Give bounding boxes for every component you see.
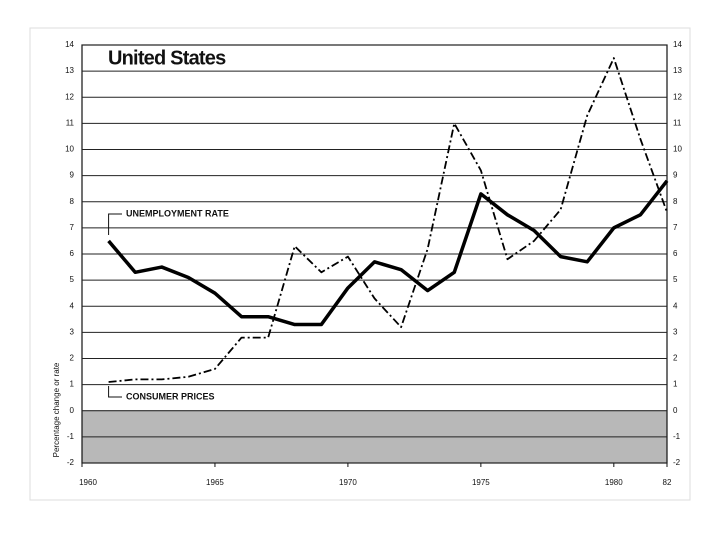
callout [108, 213, 122, 235]
x-tick-label: 1970 [339, 478, 357, 487]
y2-tick-label: 6 [673, 249, 678, 258]
y-tick-label: -2 [67, 458, 75, 467]
y2-tick-label: 11 [673, 118, 682, 127]
y-tick-label: 12 [65, 92, 74, 101]
y-tick-label: 10 [65, 145, 74, 154]
y-tick-label: 1 [70, 380, 75, 389]
legend-label: CONSUMER PRICES [126, 391, 215, 401]
y2-tick-label: 1 [673, 380, 678, 389]
y-tick-label: 11 [66, 118, 75, 127]
y-tick-label: 13 [65, 66, 74, 75]
series-line [107, 179, 669, 327]
x-tick-label: 1975 [472, 478, 490, 487]
y2-tick-label: -2 [673, 458, 681, 467]
legend-label: UNEMPLOYMENT RATE [126, 208, 229, 218]
chart-title: United States [108, 47, 226, 69]
y-tick-label: 14 [65, 40, 74, 49]
y-tick-label: 6 [70, 249, 75, 258]
y2-tick-label: 10 [673, 145, 682, 154]
y-tick-label: 0 [70, 406, 75, 415]
y2-tick-label: 2 [673, 354, 678, 363]
y2-tick-label: 12 [673, 92, 682, 101]
y2-tick-label: 0 [673, 406, 678, 415]
y2-tick-label: 7 [673, 223, 678, 232]
y2-tick-label: 3 [673, 327, 678, 336]
y2-tick-label: -1 [673, 432, 681, 441]
y-tick-label: 8 [70, 197, 75, 206]
y-tick-label: 9 [70, 171, 75, 180]
y2-tick-label: 4 [673, 301, 678, 310]
x-tick-label: 82 [663, 478, 672, 487]
y-tick-label: 7 [70, 223, 75, 232]
y-axis-label: Percentage change or rate [52, 362, 61, 457]
y2-tick-label: 14 [673, 40, 682, 49]
x-tick-label: 1960 [79, 478, 97, 487]
x-tick-label: 1980 [605, 478, 623, 487]
y-tick-label: 4 [70, 301, 75, 310]
y-tick-label: 5 [70, 275, 75, 284]
series-line [108, 57, 668, 383]
y2-tick-label: 5 [673, 275, 678, 284]
y2-tick-label: 13 [673, 66, 682, 75]
y2-tick-label: 8 [673, 197, 678, 206]
y-tick-label: 2 [70, 354, 75, 363]
y-tick-label: 3 [70, 327, 75, 336]
callout [108, 386, 122, 398]
y-tick-label: -1 [67, 432, 75, 441]
y2-tick-label: 9 [673, 171, 678, 180]
x-tick-label: 1965 [206, 478, 224, 487]
